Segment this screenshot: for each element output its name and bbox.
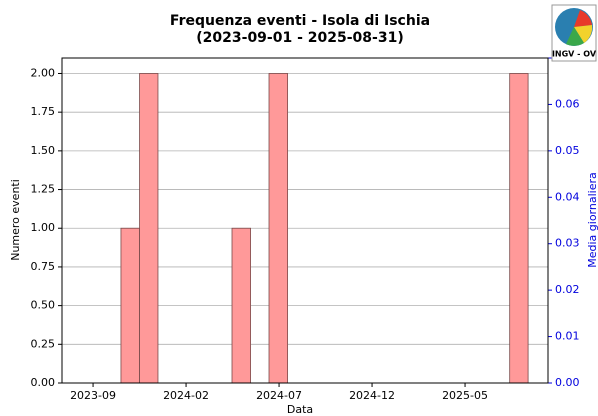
y-tick-label: 2.00 [31, 66, 56, 79]
y-tick-label: 1.00 [31, 221, 56, 234]
x-tick-label: 2024-12 [349, 389, 395, 402]
logo-segment [574, 25, 593, 43]
x-tick-label: 2024-02 [163, 389, 209, 402]
logo: INGV - OV [551, 4, 597, 62]
bar [231, 227, 251, 384]
y2-tick-label: 0.06 [555, 97, 580, 110]
y-tick-label: 0.75 [31, 260, 56, 273]
plot-frame [61, 57, 549, 384]
chart-subtitle: (2023-09-01 - 2025-08-31) [196, 30, 403, 46]
x-axis-label: Data [287, 403, 313, 416]
logo-segment [574, 10, 592, 27]
y-tick-label: 0.00 [31, 376, 56, 389]
y-axis-label: Numero eventi [9, 179, 22, 261]
y-tick-label: 1.25 [31, 183, 56, 196]
y-tick-label: 1.50 [31, 144, 56, 157]
logo-text: INGV - OV [552, 50, 597, 59]
y2-tick-label: 0.03 [555, 237, 580, 250]
bar [509, 73, 529, 384]
chart-title: Frequenza eventi - Isola di Ischia [170, 13, 430, 29]
y-tick-label: 0.25 [31, 337, 56, 350]
y-tick-label: 1.75 [31, 105, 56, 118]
x-tick-label: 2023-09 [70, 389, 116, 402]
bar [268, 73, 289, 384]
x-tick-label: 2024-07 [256, 389, 302, 402]
y2-tick-label: 0.02 [555, 283, 580, 296]
y-tick-label: 0.50 [31, 299, 56, 312]
bar [120, 227, 140, 384]
y2-tick-label: 0.04 [555, 190, 580, 203]
x-tick-label: 2025-05 [442, 389, 488, 402]
y2-tick-label: 0.01 [555, 330, 580, 343]
logo-segment [566, 27, 584, 46]
bar [139, 73, 159, 384]
y2-tick-label: 0.00 [555, 376, 580, 389]
y2-axis-label: Media giornaliera [586, 172, 598, 268]
y2-tick-label: 0.05 [555, 144, 580, 157]
